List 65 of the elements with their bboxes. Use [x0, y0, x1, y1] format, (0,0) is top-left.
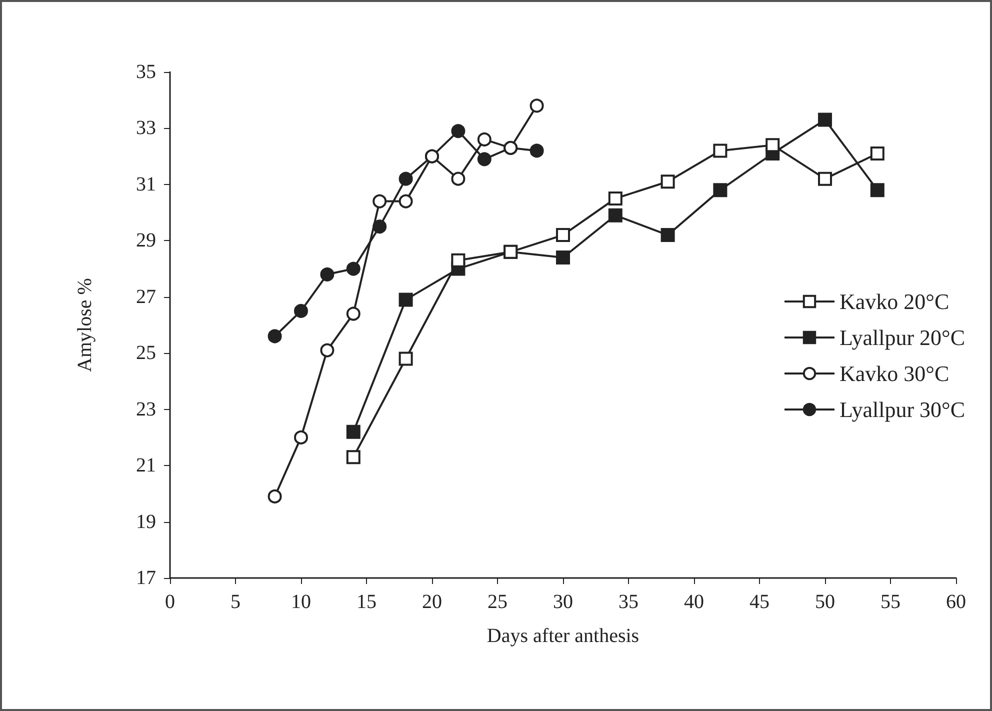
point	[713, 144, 728, 158]
x-tick-label: 45	[750, 591, 770, 613]
point	[713, 183, 728, 198]
point	[398, 292, 413, 307]
point	[346, 306, 360, 321]
point	[870, 146, 884, 161]
y-tick-label: 27	[136, 286, 156, 308]
point	[556, 228, 570, 242]
point	[372, 194, 387, 208]
point	[320, 267, 334, 282]
point	[398, 194, 413, 208]
point	[530, 144, 544, 158]
point	[398, 172, 413, 186]
x-tick-label: 60	[946, 591, 966, 613]
point	[294, 430, 308, 444]
point	[818, 172, 832, 186]
point	[294, 304, 308, 318]
y-tick-label: 19	[136, 510, 156, 533]
point	[451, 124, 466, 138]
point	[660, 174, 675, 189]
x-tick-label: 35	[618, 591, 638, 613]
point	[372, 220, 387, 234]
y-tick-label: 21	[136, 454, 156, 477]
point	[320, 343, 334, 358]
point	[346, 262, 360, 276]
point	[608, 192, 622, 206]
point	[818, 112, 832, 127]
point	[477, 132, 492, 146]
point	[530, 98, 544, 113]
point	[556, 250, 570, 265]
x-tick-label: 15	[356, 591, 376, 613]
x-tick-label: 55	[880, 591, 900, 613]
x-tick-label: 5	[230, 591, 240, 613]
point	[346, 450, 360, 464]
x-tick-label: 10	[291, 591, 311, 613]
x-tick-label: 20	[422, 591, 442, 613]
y-tick-label: 35	[136, 61, 156, 83]
y-tick-label: 17	[136, 567, 156, 589]
y-tick-label: 31	[136, 173, 156, 196]
y-tick-label: 33	[136, 117, 156, 140]
legend-label: Kavko 30°C	[839, 361, 950, 386]
x-tick-label: 25	[488, 591, 508, 613]
y-tick-label: 29	[136, 230, 156, 252]
y-tick-label: 23	[136, 398, 156, 420]
x-tick-label: 30	[553, 591, 573, 613]
x-axis-title: Days after anthesis	[486, 625, 640, 647]
point	[608, 208, 622, 222]
point	[398, 352, 413, 366]
point	[268, 489, 282, 504]
point	[660, 228, 675, 242]
legend-label: Lyallpur 30°C	[839, 397, 966, 422]
x-tick-label: 50	[815, 591, 835, 613]
point	[451, 172, 466, 186]
point	[766, 138, 780, 152]
point	[477, 152, 492, 166]
legend-label: Lyallpur 20°C	[839, 325, 966, 350]
x-tick-label: 0	[165, 591, 175, 613]
y-tick-label: 25	[136, 342, 156, 364]
point	[346, 424, 360, 439]
y-axis-title: Amylose %	[74, 278, 96, 372]
legend-label: Kavko 20°C	[839, 289, 950, 314]
point	[451, 253, 466, 268]
point	[268, 329, 282, 344]
point	[870, 183, 884, 198]
x-tick-label: 40	[684, 591, 704, 613]
